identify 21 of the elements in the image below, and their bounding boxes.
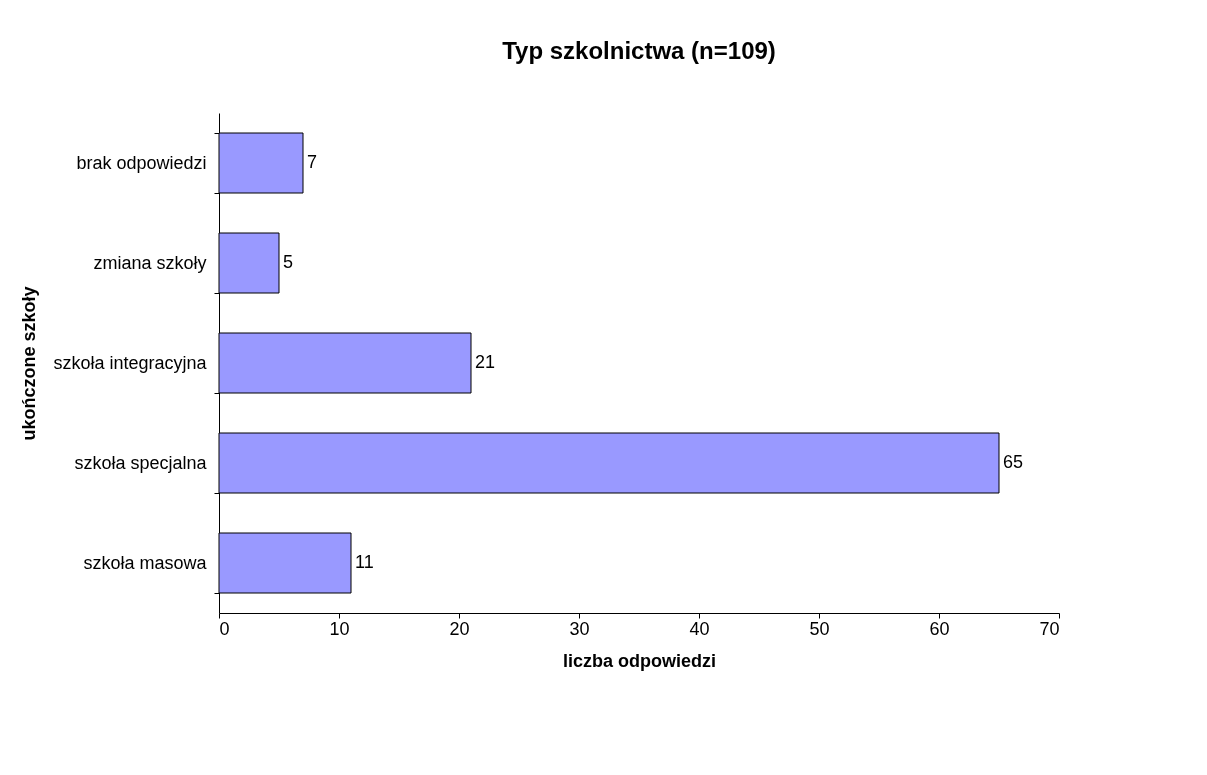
- data-label: 11: [355, 552, 374, 572]
- x-tick-label: 40: [689, 618, 710, 639]
- y-tick-label: brak odpowiedzi: [76, 152, 207, 173]
- y-tick-label: szkoła specjalna: [74, 452, 208, 473]
- y-tick-label: szkoła integracyjna: [53, 352, 208, 373]
- data-label: 21: [475, 352, 496, 372]
- y-tick-label: zmiana szkoły: [93, 252, 207, 273]
- data-label: 5: [283, 252, 294, 272]
- x-tick-label: 70: [1039, 618, 1060, 639]
- x-axis-title: liczba odpowiedzi: [562, 650, 717, 671]
- x-tick-label: 10: [329, 618, 350, 639]
- x-tick-label: 50: [809, 618, 830, 639]
- data-label: 65: [1003, 452, 1024, 472]
- x-tick-label: 60: [929, 618, 950, 639]
- x-tick-label: 0: [219, 618, 230, 639]
- y-axis-title: ukończone szkoły: [19, 286, 40, 441]
- x-tick-label: 20: [449, 618, 470, 639]
- data-label: 7: [307, 152, 318, 172]
- y-tick-label: szkoła masowa: [83, 552, 208, 573]
- x-tick-label: 30: [569, 618, 590, 639]
- chart-title: Typ szkolnictwa (n=109): [502, 37, 776, 64]
